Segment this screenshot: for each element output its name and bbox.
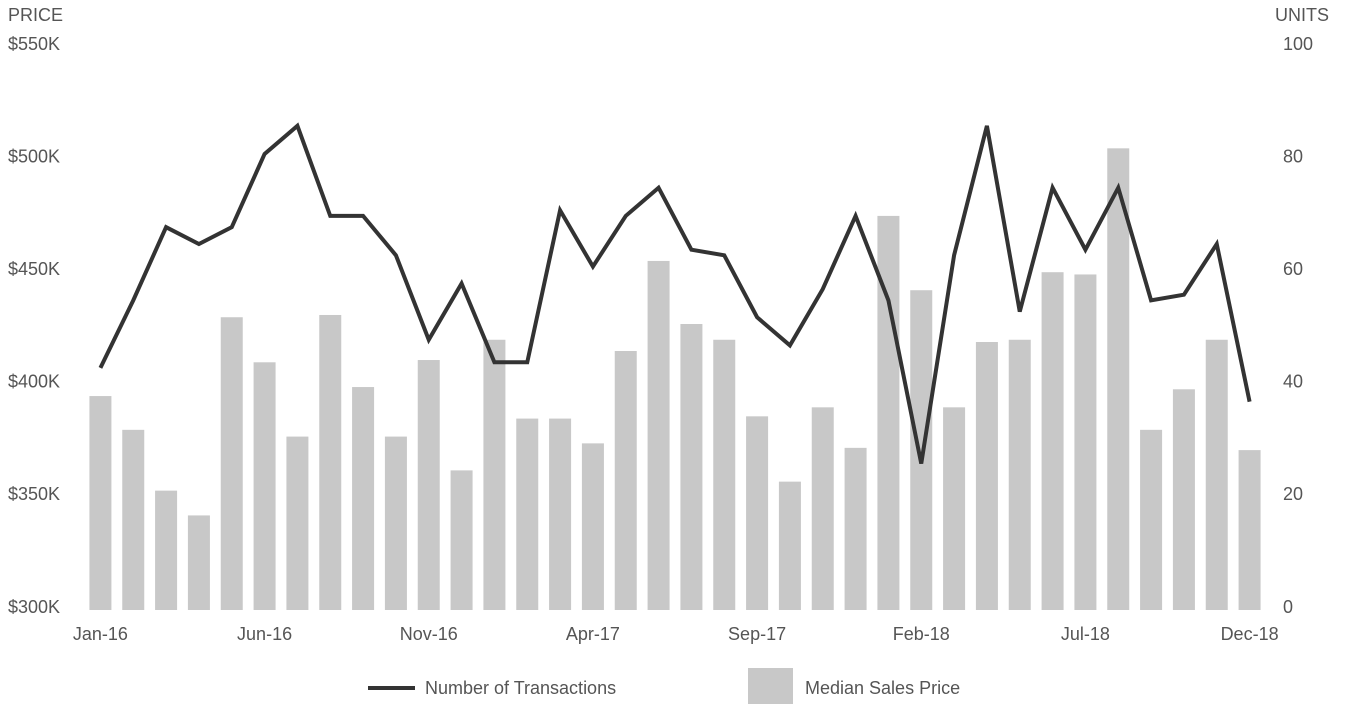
bar (713, 339, 736, 610)
bar (910, 290, 933, 610)
bar (352, 387, 375, 610)
bar (778, 481, 801, 610)
bar (516, 418, 539, 610)
bar (253, 362, 276, 610)
bar (1041, 272, 1064, 610)
y2-tick-label: 60 (1283, 259, 1303, 279)
y2-tick-label: 100 (1283, 34, 1313, 54)
y2-tick-label: 20 (1283, 484, 1303, 504)
x-tick-label: Dec-18 (1221, 624, 1279, 644)
x-tick-label: Jan-16 (73, 624, 128, 644)
bar (1107, 148, 1130, 610)
bar (1140, 429, 1163, 610)
bar (680, 323, 703, 610)
bar (1172, 389, 1195, 610)
bar (483, 339, 506, 610)
y-axis-title: PRICE (8, 5, 63, 25)
bar (220, 317, 243, 610)
y-tick-label: $500K (8, 146, 60, 166)
legend-label: Median Sales Price (805, 678, 960, 698)
bar (384, 436, 407, 610)
bar (187, 515, 210, 610)
bar (319, 314, 342, 610)
y-tick-label: $550K (8, 34, 60, 54)
bar (581, 443, 604, 610)
bar (811, 407, 834, 610)
legend-swatch (748, 668, 793, 704)
bar (746, 416, 769, 610)
bar (1205, 339, 1228, 610)
bar (943, 407, 966, 610)
bar (1074, 274, 1097, 610)
y2-tick-label: 0 (1283, 597, 1293, 617)
bar (975, 342, 998, 610)
bar (844, 447, 867, 610)
x-tick-label: Jun-16 (237, 624, 292, 644)
bar (89, 396, 112, 610)
bar (1238, 450, 1261, 610)
bar (614, 351, 637, 610)
y-tick-label: $350K (8, 484, 60, 504)
line (98, 122, 1252, 465)
x-tick-label: Apr-17 (566, 624, 620, 644)
y2-axis-title: UNITS (1275, 5, 1329, 25)
x-tick-label: Feb-18 (893, 624, 950, 644)
x-tick-label: Nov-16 (400, 624, 458, 644)
bar (417, 360, 440, 610)
bar (286, 436, 309, 610)
legend-label: Number of Transactions (425, 678, 616, 698)
x-tick-label: Jul-18 (1061, 624, 1110, 644)
bar (549, 418, 572, 610)
y-tick-label: $300K (8, 597, 60, 617)
y2-tick-label: 80 (1283, 146, 1303, 166)
bar (1008, 339, 1031, 610)
bar (647, 260, 670, 610)
y-tick-label: $400K (8, 372, 60, 392)
y2-tick-label: 40 (1283, 372, 1303, 392)
bar (450, 470, 473, 610)
bar (122, 429, 145, 610)
bar (155, 490, 178, 610)
x-tick-label: Sep-17 (728, 624, 786, 644)
bar (877, 215, 900, 610)
y-tick-label: $450K (8, 259, 60, 279)
